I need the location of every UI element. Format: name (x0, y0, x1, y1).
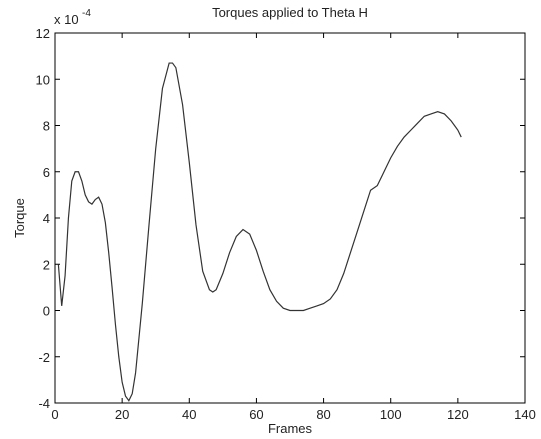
x-tick-label: 140 (514, 407, 536, 422)
y-tick-label: 10 (36, 72, 50, 87)
x-tick-label: 0 (51, 407, 58, 422)
y-tick-label: -2 (38, 350, 50, 365)
y-tick-label: 12 (36, 26, 50, 41)
y-tick-label: 0 (43, 304, 50, 319)
chart-title: Torques applied to Theta H (212, 5, 368, 20)
y-scale-base: x 10 (54, 12, 79, 27)
y-tick-label: 6 (43, 165, 50, 180)
y-tick-label: -4 (38, 396, 50, 411)
y-axis-label: Torque (12, 198, 27, 238)
x-tick-label: 120 (447, 407, 469, 422)
y-tick-label: 2 (43, 257, 50, 272)
y-scale-exponent: -4 (82, 8, 91, 19)
line (57, 62, 462, 402)
x-tick-label: 80 (316, 407, 330, 422)
x-tick-label: 40 (182, 407, 196, 422)
y-tick-label: 8 (43, 119, 50, 134)
x-tick-label: 100 (380, 407, 402, 422)
y-tick-label: 4 (43, 211, 50, 226)
x-tick-label: 60 (249, 407, 263, 422)
x-axis-label: Frames (268, 421, 313, 436)
x-tick-label: 20 (115, 407, 129, 422)
